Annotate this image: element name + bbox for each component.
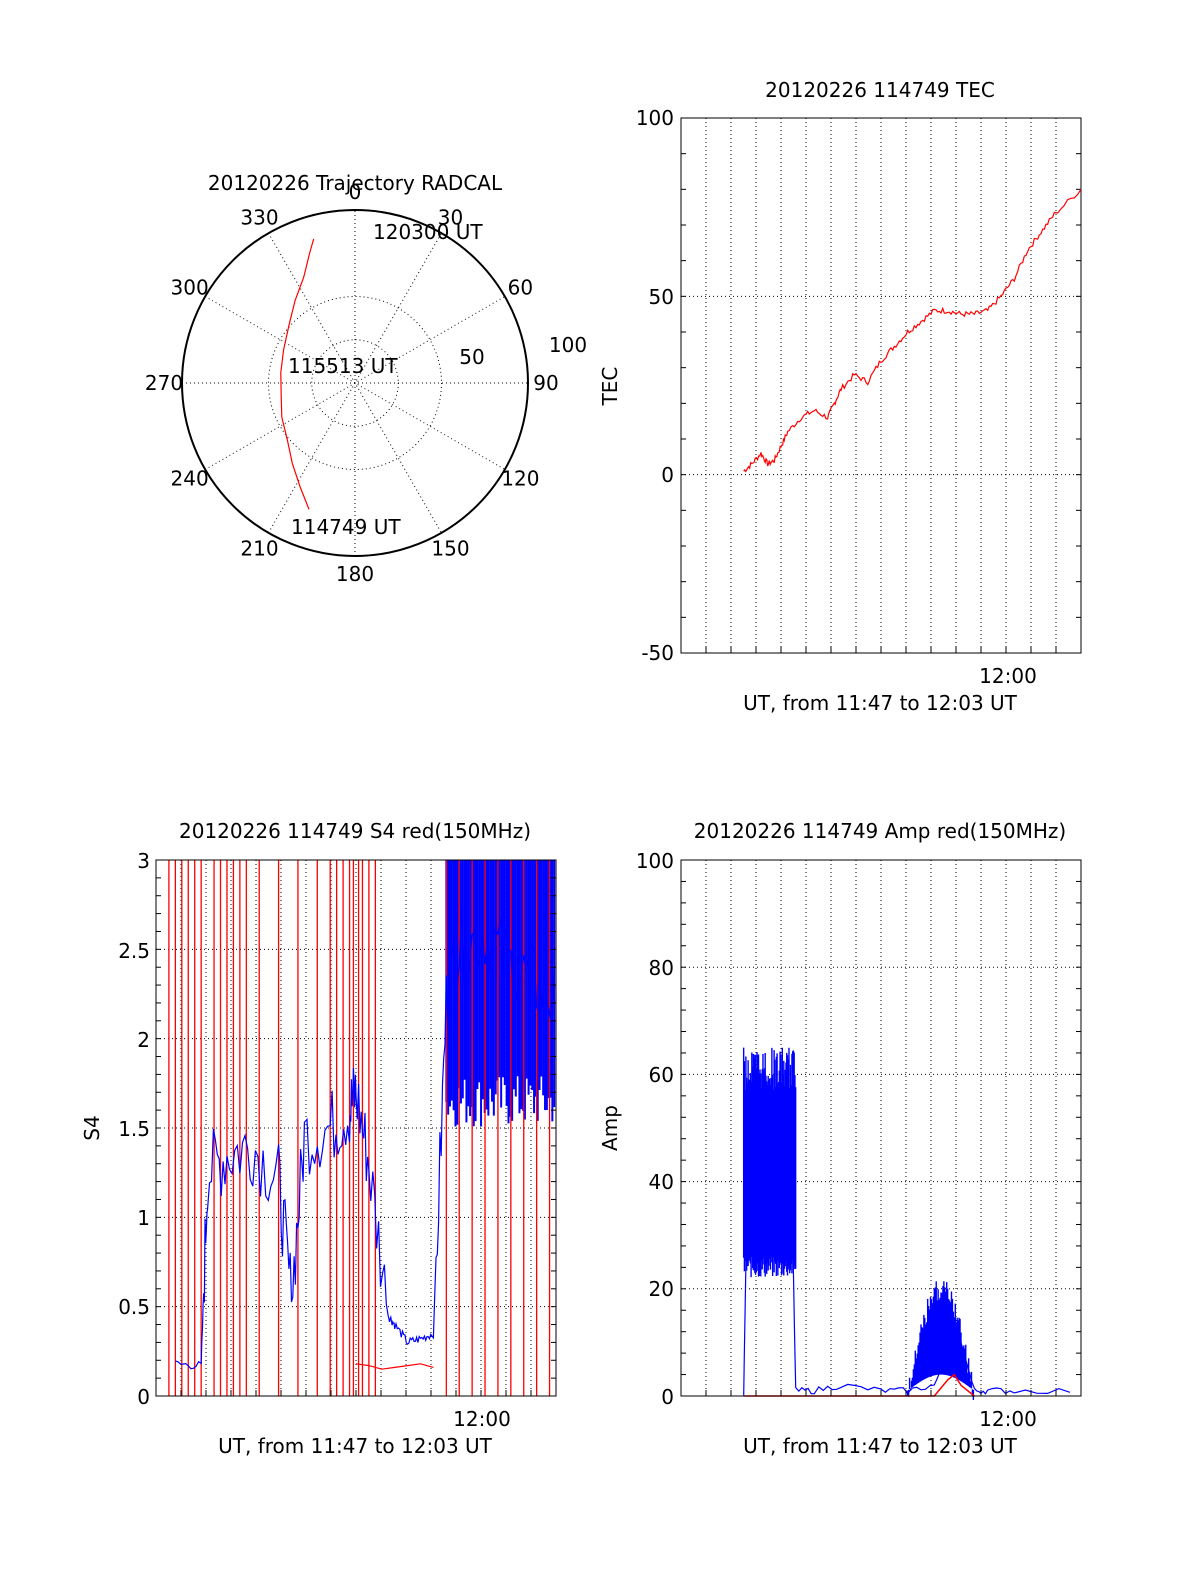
s4-ytick-2: 2 <box>137 1028 150 1052</box>
polar-radius-label-50: 50 <box>459 345 484 369</box>
polar-angle-label-240: 240 <box>171 467 209 491</box>
s4-blue-series-line <box>175 907 555 1370</box>
polar-radius-label-100: 100 <box>549 333 587 357</box>
tec-grid <box>681 118 1081 653</box>
tec-xtick-1200: 12:00 <box>979 664 1037 688</box>
amp-ytick-40: 40 <box>649 1170 674 1194</box>
polar-angle-label-180: 180 <box>336 562 374 586</box>
s4-blue-dense-band <box>445 860 556 1127</box>
s4-title: 20120226 114749 S4 red(150MHz) <box>179 819 531 843</box>
amp-blue-envelopes <box>742 1047 976 1400</box>
polar-angle-label-60: 60 <box>508 276 533 300</box>
s4-red-series-line <box>355 1363 434 1370</box>
trajectory-panel: 20120226 Trajectory RADCAL 0 30 60 90 120 150… <box>145 171 587 586</box>
polar-angle-label-30: 30 <box>438 206 463 230</box>
amp-ytick-100: 100 <box>636 849 674 873</box>
amp-ytick-20: 20 <box>649 1277 674 1301</box>
s4-panel: 20120226 114749 S4 red(150MHz) 3 2.5 2 1… <box>80 819 557 1458</box>
amp-ytick-60: 60 <box>649 1063 674 1087</box>
polar-angle-label-90: 90 <box>533 371 558 395</box>
amp-panel: 20120226 114749 Amp red(150MHz) 100 80 6… <box>598 819 1082 1458</box>
amp-xtick-1200: 12:00 <box>979 1407 1037 1431</box>
amp-ytick-0: 0 <box>661 1385 674 1409</box>
s4-xtick-1200: 12:00 <box>453 1407 511 1431</box>
amp-title: 20120226 114749 Amp red(150MHz) <box>694 819 1066 843</box>
trajectory-end-label: 120300 UT <box>373 220 483 244</box>
tec-title: 20120226 114749 TEC <box>765 78 995 102</box>
polar-angle-labels: 0 30 60 90 120 150 180 210 240 270 300 330 <box>145 180 559 586</box>
polar-grid-circle-50 <box>268 296 442 470</box>
trajectory-start-label: 114749 UT <box>291 515 401 539</box>
polar-spoke-line <box>268 232 442 534</box>
tec-ytick-minus50: -50 <box>641 641 674 665</box>
trajectory-title: 20120226 Trajectory RADCAL <box>208 171 503 195</box>
polar-angle-label-210: 210 <box>240 536 278 560</box>
polar-angle-label-270: 270 <box>145 371 183 395</box>
s4-grid <box>156 860 556 1396</box>
polar-angle-label-150: 150 <box>431 536 469 560</box>
polar-angle-label-300: 300 <box>171 276 209 300</box>
polar-angle-label-330: 330 <box>240 206 278 230</box>
amp-xlabel: UT, from 11:47 to 12:03 UT <box>743 1434 1018 1458</box>
amp-grid <box>681 860 1081 1396</box>
s4-ytick-0: 0 <box>137 1385 150 1409</box>
polar-angle-label-0: 0 <box>349 180 362 204</box>
amp-ytick-80: 80 <box>649 956 674 980</box>
s4-ticks <box>156 877 556 1396</box>
s4-ytick-1-5: 1.5 <box>118 1117 150 1141</box>
tec-panel: 20120226 114749 TEC 100 50 0 -50 12:00 U… <box>598 78 1082 715</box>
tec-ticks <box>681 153 1081 653</box>
tec-ytick-100: 100 <box>636 106 674 130</box>
amp-ticks <box>681 880 1081 1396</box>
amp-blue-series-line <box>743 1154 1071 1396</box>
s4-red-spikes <box>168 860 551 1396</box>
trajectory-middle-label: 115513 UT <box>288 354 398 378</box>
polar-grid <box>181 209 529 557</box>
tec-xlabel: UT, from 11:47 to 12:03 UT <box>743 691 1018 715</box>
tec-ytick-50: 50 <box>649 285 674 309</box>
tec-series-line <box>743 188 1082 473</box>
s4-ytick-0-5: 0.5 <box>118 1295 150 1319</box>
s4-ytick-1: 1 <box>137 1206 150 1230</box>
s4-xlabel: UT, from 11:47 to 12:03 UT <box>218 1434 493 1458</box>
s4-ytick-3: 3 <box>137 849 150 873</box>
tec-ytick-0: 0 <box>661 463 674 487</box>
polar-angle-label-120: 120 <box>501 467 539 491</box>
tec-ylabel: TEC <box>598 367 622 407</box>
amp-red-series-line <box>743 1373 975 1397</box>
trajectory-track <box>280 238 315 510</box>
amp-ylabel: Amp <box>598 1105 622 1151</box>
s4-ytick-2-5: 2.5 <box>118 939 150 963</box>
s4-ylabel: S4 <box>80 1115 104 1140</box>
